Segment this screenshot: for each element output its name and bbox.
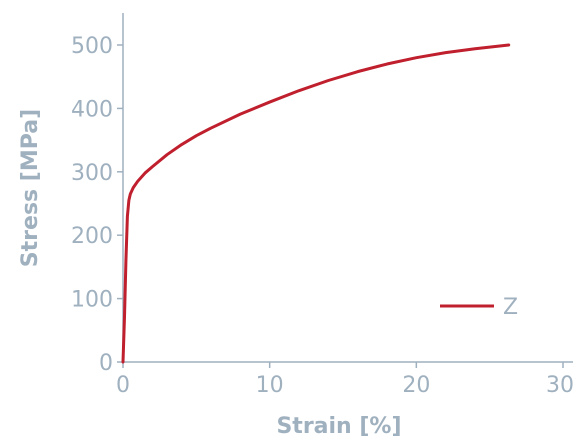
y-tick-label-100: 100 (71, 288, 113, 313)
y-tick-label-0: 0 (99, 351, 113, 376)
y-tick-label-500: 500 (71, 34, 113, 59)
legend: Z (440, 295, 518, 320)
series-line-z (121, 43, 511, 364)
y-tick-label-200: 200 (71, 224, 113, 249)
x-tick-label-0: 0 (116, 373, 130, 398)
axes (122, 13, 573, 363)
y-tick-label-300: 300 (71, 161, 113, 186)
series-layer (121, 43, 511, 364)
x-tick-label-30: 30 (546, 373, 574, 398)
y-tick-label-400: 400 (71, 97, 113, 122)
y-axis-title: Stress [MPa] (18, 109, 43, 267)
legend-label-z: Z (503, 295, 518, 320)
x-tick-label-20: 20 (402, 373, 430, 398)
axis-ticks: 0 100 200 300 400 500 0 10 20 30 (71, 34, 574, 398)
x-tick-label-10: 10 (256, 373, 284, 398)
x-axis-title: Strain [%] (276, 414, 401, 438)
